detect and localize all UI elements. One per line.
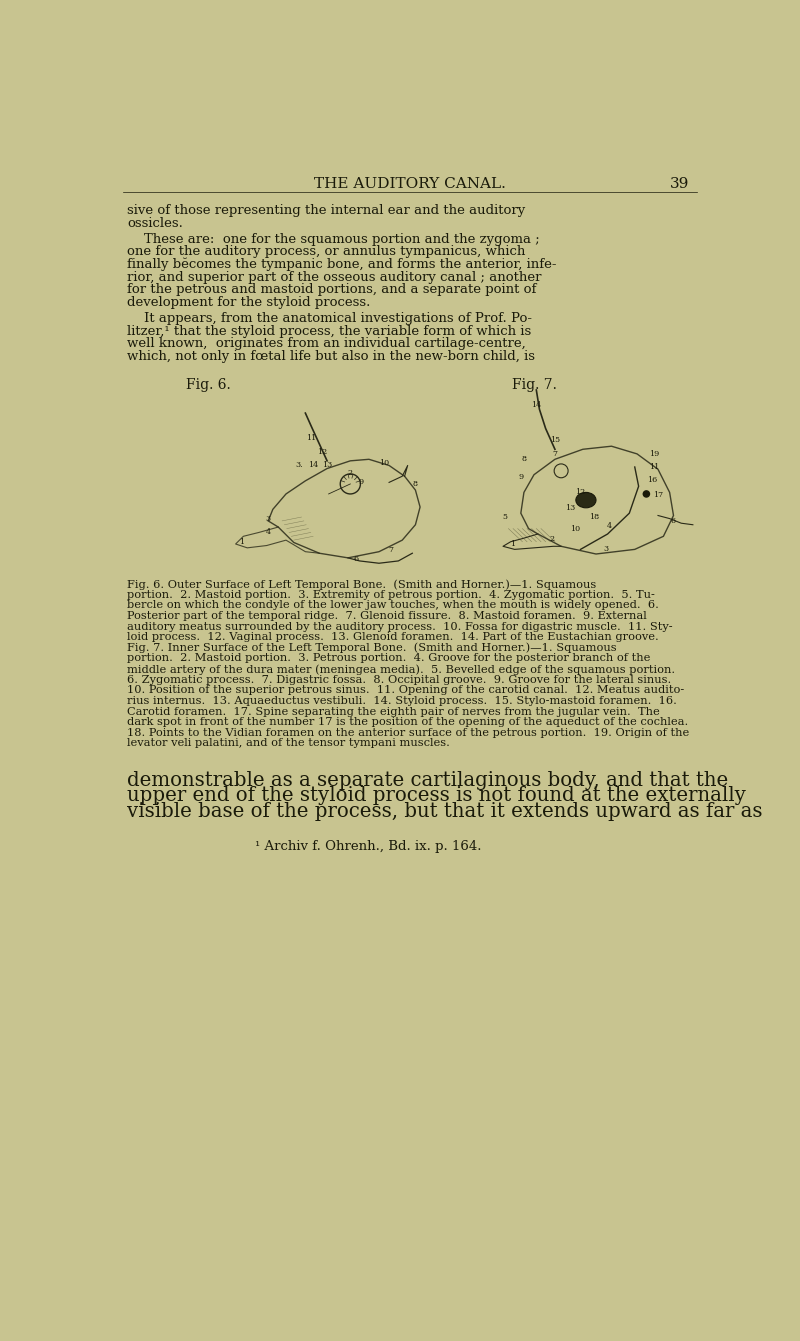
Text: 19: 19 [649, 449, 659, 457]
Text: sive of those representing the internal ear and the auditory: sive of those representing the internal … [127, 204, 526, 217]
Text: These are:  one for the squamous portion and the zygoma ;: These are: one for the squamous portion … [127, 232, 540, 245]
Text: development for the styloid process.: development for the styloid process. [127, 296, 370, 308]
Text: well known,  originates from an individual cartilage-centre,: well known, originates from an individua… [127, 337, 526, 350]
Text: 15: 15 [550, 436, 560, 444]
Text: ossicles.: ossicles. [127, 217, 183, 229]
Text: 12: 12 [318, 448, 327, 456]
Text: 7: 7 [388, 546, 393, 554]
Text: Carotid foramen.  17. Spine separating the eighth pair of nerves from the jugula: Carotid foramen. 17. Spine separating th… [127, 707, 660, 716]
Text: 18. Points to the Vidian foramen on the anterior surface of the petrous portion.: 18. Points to the Vidian foramen on the … [127, 728, 690, 738]
Text: 5: 5 [503, 514, 508, 522]
Text: portion.  2. Mastoid portion.  3. Extremity of petrous portion.  4. Zygomatic po: portion. 2. Mastoid portion. 3. Extremit… [127, 590, 655, 599]
Text: 6. Zygomatic process.  7. Digastric fossa.  8. Occipital groove.  9. Groove for : 6. Zygomatic process. 7. Digastric fossa… [127, 675, 671, 685]
Text: 8: 8 [522, 456, 526, 463]
Text: 3: 3 [603, 546, 609, 554]
Text: for the petrous and mastoid portions, and a separate point of: for the petrous and mastoid portions, an… [127, 283, 537, 296]
Text: demonstrable as a separate cartilaginous body, and that the: demonstrable as a separate cartilaginous… [127, 771, 728, 790]
Text: 18: 18 [589, 514, 598, 522]
Text: 3.: 3. [295, 461, 303, 469]
Text: litzer,¹ that the styloid process, the variable form of which is: litzer,¹ that the styloid process, the v… [127, 325, 531, 338]
Text: Fig. 7. Inner Surface of the Left Temporal Bone.  (Smith and Horner.)—1. Squamou: Fig. 7. Inner Surface of the Left Tempor… [127, 642, 617, 653]
Text: It appears, from the anatomical investigations of Prof. Po-: It appears, from the anatomical investig… [127, 312, 532, 325]
Text: dark spot in front of the number 17 is the position of the opening of the aquedu: dark spot in front of the number 17 is t… [127, 717, 688, 727]
Text: 9: 9 [358, 479, 364, 487]
Text: finally bĕcomes the tympanic bone, and forms the anterior, infe-: finally bĕcomes the tympanic bone, and f… [127, 257, 557, 271]
Text: upper end of the styloid process is not found at the externally: upper end of the styloid process is not … [127, 786, 746, 806]
Text: 6: 6 [671, 516, 676, 524]
Text: 13: 13 [566, 504, 575, 512]
Text: 39: 39 [670, 177, 689, 190]
Text: which, not only in fœtal life but also in the new-born child, is: which, not only in fœtal life but also i… [127, 350, 535, 363]
Text: 9: 9 [518, 473, 523, 481]
Text: bercle on which the condyle of the lower jaw touches, when the mouth is widely o: bercle on which the condyle of the lower… [127, 601, 659, 610]
Text: 1: 1 [510, 540, 516, 548]
Text: 11: 11 [649, 463, 659, 471]
Text: 2: 2 [348, 469, 353, 477]
Text: Fig. 6.: Fig. 6. [186, 378, 231, 392]
Text: rior, and superior part of the osseous auditory canal ; another: rior, and superior part of the osseous a… [127, 271, 542, 284]
Text: Posterior part of the temporal ridge.  7. Glenoid fissure.  8. Mastoid foramen. : Posterior part of the temporal ridge. 7.… [127, 611, 647, 621]
Text: 11: 11 [306, 433, 317, 441]
Text: auditory meatus surrounded by the auditory process.  10. Fossa for digastric mus: auditory meatus surrounded by the audito… [127, 621, 673, 632]
Text: 7: 7 [553, 449, 558, 457]
Text: loid process.  12. Vaginal process.  13. Glenoid foramen.  14. Part of the Eusta: loid process. 12. Vaginal process. 13. G… [127, 632, 659, 642]
Text: ¹ Archiv f. Ohrenh., Bd. ix. p. 164.: ¹ Archiv f. Ohrenh., Bd. ix. p. 164. [255, 839, 482, 853]
Text: 12: 12 [575, 488, 586, 496]
Text: 8: 8 [413, 480, 418, 488]
Text: Fig. 6. Outer Surface of Left Temporal Bone.  (Smith and Horner.)—1. Squamous: Fig. 6. Outer Surface of Left Temporal B… [127, 579, 596, 590]
Text: 17: 17 [653, 492, 663, 499]
Text: 1: 1 [239, 539, 244, 546]
Text: 10: 10 [379, 459, 390, 467]
Text: visible base of the process, but that it extends upward as far as: visible base of the process, but that it… [127, 802, 762, 821]
Text: THE AUDITORY CANAL.: THE AUDITORY CANAL. [314, 177, 506, 190]
Text: 13: 13 [322, 461, 332, 469]
Text: 16: 16 [647, 476, 658, 484]
Text: 4: 4 [266, 528, 270, 536]
Text: 6: 6 [353, 555, 358, 563]
Text: 14: 14 [308, 461, 318, 469]
Text: 2: 2 [550, 535, 554, 543]
Text: rius internus.  13. Aquaeductus vestibuli.  14. Styloid process.  15. Stylo-mast: rius internus. 13. Aquaeductus vestibuli… [127, 696, 677, 705]
Text: 10. Position of the superior petrous sinus.  11. Opening of the carotid canal.  : 10. Position of the superior petrous sin… [127, 685, 684, 695]
Text: 14: 14 [531, 401, 542, 409]
Text: portion.  2. Mastoid portion.  3. Petrous portion.  4. Groove for the posterior : portion. 2. Mastoid portion. 3. Petrous … [127, 653, 650, 664]
Text: 10: 10 [570, 524, 580, 532]
Circle shape [643, 491, 650, 498]
Text: levator veli palatini, and of the tensor tympani muscles.: levator veli palatini, and of the tensor… [127, 739, 450, 748]
Text: one for the auditory process, or annulus tympanicus, which: one for the auditory process, or annulus… [127, 245, 526, 259]
Text: 4: 4 [606, 522, 612, 530]
Text: middle artery of the dura mater (meningea media).  5. Bevelled edge of the squam: middle artery of the dura mater (meninge… [127, 664, 675, 675]
Text: Fig. 7.: Fig. 7. [511, 378, 557, 392]
Text: 3: 3 [266, 515, 270, 523]
Ellipse shape [576, 492, 596, 508]
